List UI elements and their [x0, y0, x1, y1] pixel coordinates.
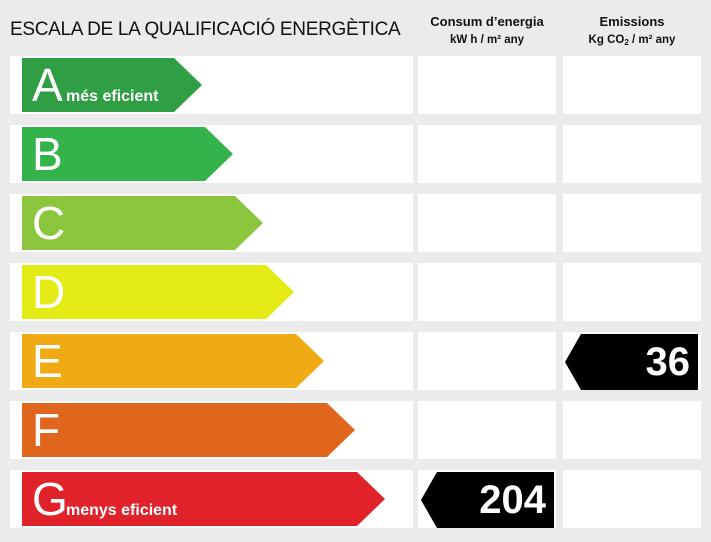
rating-desc-a: més eficient — [66, 88, 159, 105]
energy-cell-f — [418, 401, 556, 459]
emissions-cell-g — [563, 470, 701, 528]
rating-desc-g: menys eficient — [66, 502, 178, 519]
emissions-cell-d — [563, 263, 701, 321]
rating-row-f: F — [0, 401, 711, 459]
emissions-cell-a — [563, 56, 701, 114]
emissions-cell-b — [563, 125, 701, 183]
energy-cell-b — [418, 125, 556, 183]
emissions-column-title: Emissions — [599, 14, 665, 29]
emissions-column-header: Emissions Kg CO2 / m² any — [562, 12, 702, 52]
energy-column-header: Consum d’energia kW h / m² any — [418, 12, 556, 50]
rating-arrow-d: D — [22, 265, 294, 319]
rating-row-d: D — [0, 263, 711, 321]
rating-arrow-c: C — [22, 196, 263, 250]
rating-letter-b: B — [32, 128, 63, 180]
energy-rating-badge: 204 — [421, 472, 554, 528]
rating-arrow-f: F — [22, 403, 355, 457]
rating-letter-g: G — [32, 473, 68, 525]
rating-arrow-e: E — [22, 334, 324, 388]
emissions-unit-prefix: Kg CO — [588, 34, 625, 46]
energy-column-unit: kW h / m² any — [449, 34, 525, 46]
label-cell-f: F — [10, 401, 413, 459]
rating-row-c: C — [0, 194, 711, 252]
scale-title: ESCALA DE LA QUALIFICACIÓ ENERGÈTICA — [10, 19, 401, 40]
energy-cell-c — [418, 194, 556, 252]
emissions-rating-value: 36 — [645, 340, 691, 384]
emissions-cell-f — [563, 401, 701, 459]
rating-letter-e: E — [32, 335, 63, 387]
emissions-cell-c — [563, 194, 701, 252]
rating-letter-c: C — [32, 197, 66, 249]
rating-letter-f: F — [32, 404, 61, 456]
label-cell-b: B — [10, 125, 413, 183]
rating-letter-a: A — [32, 59, 63, 111]
emissions-unit-subscript: 2 — [624, 38, 629, 47]
label-cell-e: E — [10, 332, 413, 390]
rating-row-b: B — [0, 125, 711, 183]
label-cell-d: D — [10, 263, 413, 321]
energy-cell-e — [418, 332, 556, 390]
rating-letter-d: D — [32, 266, 66, 318]
rating-row-e: E 36 — [0, 332, 711, 390]
emissions-unit-suffix: / m² any — [628, 34, 676, 46]
rating-arrow-b: B — [22, 127, 233, 181]
energy-cell-d — [418, 263, 556, 321]
emissions-column-unit: Kg CO2 / m² any — [562, 31, 702, 52]
energy-column-title: Consum d’energia — [430, 14, 544, 29]
emissions-rating-badge: 36 — [565, 334, 698, 390]
label-cell-c: C — [10, 194, 413, 252]
energy-rating-value: 204 — [479, 478, 546, 522]
energy-cell-a — [418, 56, 556, 114]
